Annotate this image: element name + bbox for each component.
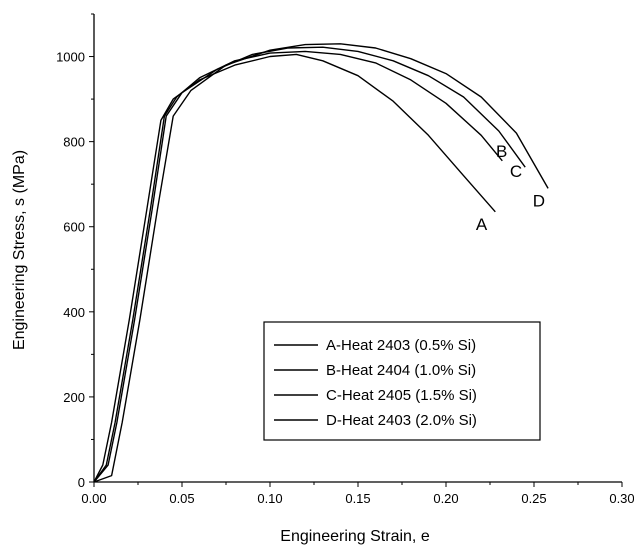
legend: A-Heat 2403 (0.5% Si) B-Heat 2404 (1.0% S… [263,321,541,441]
x-tick-label: 0.05 [169,491,194,506]
series-line-d [93,43,549,483]
y-tick-label: 400 [63,305,85,320]
series-layer [93,43,549,483]
series-line-b [93,50,503,483]
x-axis-title: Engineering Strain, e [280,528,430,545]
y-tick-label: 0 [78,475,85,490]
end-labels: A BCD [476,142,545,234]
series-line-c [93,46,526,483]
series-line-a [93,53,496,483]
series-end-label-d: D [533,191,545,210]
series-end-label-b: B [496,142,507,161]
x-tick-label: 0.20 [433,491,458,506]
x-tick-label: 0.10 [257,491,282,506]
series-end-label-c: C [510,162,522,181]
legend-label: C-Heat 2405 (1.5% Si) [326,387,477,404]
legend-label: A-Heat 2403 (0.5% Si) [326,337,476,354]
x-tick-label: 0.30 [609,491,634,506]
y-tick-label: 1000 [56,50,85,65]
x-tick-label: 0.00 [81,491,106,506]
y-tick-label: 600 [63,220,85,235]
y-tick-label: 200 [63,390,85,405]
y-axis-title: Engineering Stress, s (MPa) [11,150,28,350]
x-tick-label: 0.15 [345,491,370,506]
legend-label: D-Heat 2403 (2.0% Si) [326,412,477,429]
legend-items: A-Heat 2403 (0.5% Si) B-Heat 2404 (1.0% S… [274,337,477,429]
series-end-label-a: A [476,215,488,234]
y-tick-label: 800 [63,135,85,150]
legend-label: B-Heat 2404 (1.0% Si) [326,362,476,379]
axes: 0.00 0.05 0.10 0.15 0.20 0.25 0.30 0 200 400 600 80… [56,13,634,506]
x-tick-label: 0.25 [521,491,546,506]
